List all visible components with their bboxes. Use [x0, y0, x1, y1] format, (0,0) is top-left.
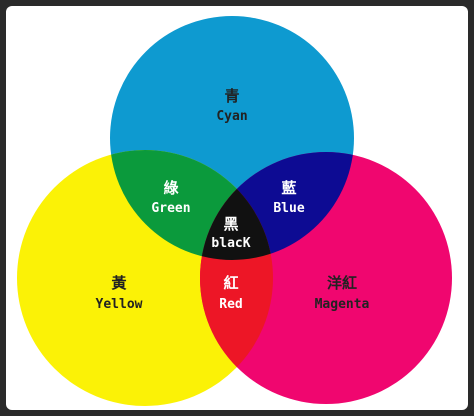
green-overlap	[110, 150, 273, 260]
blue-label: Blue	[273, 201, 304, 216]
green-label: Green	[151, 201, 190, 216]
black-label: blacK	[211, 236, 250, 251]
black-label-cjk: 黑	[223, 215, 238, 233]
magenta-label-cjk: 洋紅	[327, 274, 357, 292]
yellow-label: Yellow	[96, 297, 143, 312]
magenta-label: Magenta	[315, 297, 370, 312]
blue-overlap	[200, 152, 354, 260]
yellow-label-cjk: 黃	[111, 274, 126, 292]
red-label-cjk: 紅	[223, 274, 238, 292]
cyan-label-cjk: 青	[224, 87, 239, 105]
blue-label-cjk: 藍	[281, 179, 296, 197]
red-label: Red	[219, 297, 242, 312]
cyan-label: Cyan	[216, 109, 247, 124]
green-label-cjk: 綠	[163, 179, 179, 197]
